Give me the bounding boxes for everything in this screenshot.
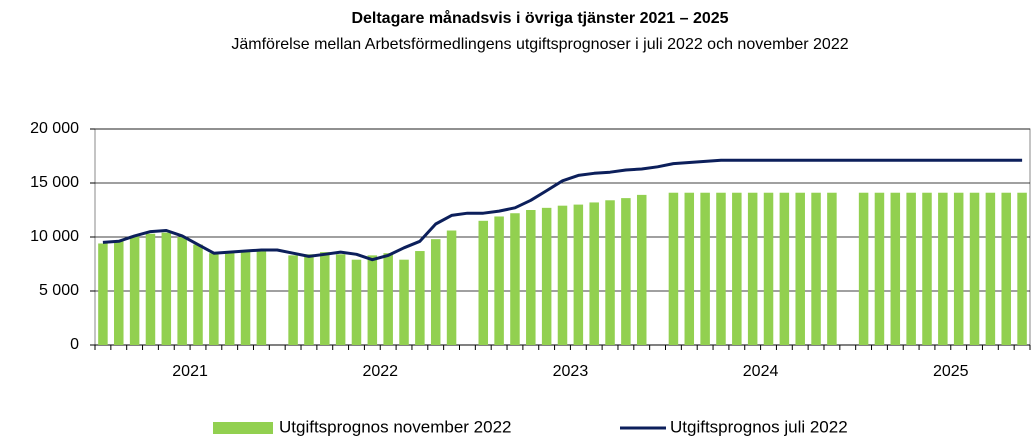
bar	[763, 192, 774, 345]
bar	[1001, 192, 1011, 345]
bar	[177, 237, 187, 345]
bar	[240, 251, 251, 345]
x-year-label: 2024	[743, 363, 779, 380]
bar	[621, 198, 631, 345]
bar	[383, 253, 393, 345]
bar	[985, 192, 996, 345]
bar	[304, 254, 314, 345]
bar	[827, 192, 837, 345]
bar	[541, 207, 552, 345]
bar	[193, 244, 203, 345]
bar	[335, 254, 346, 345]
y-tick-label: 20 000	[30, 120, 79, 137]
line	[102, 158, 1023, 262]
y-tick-label: 0	[70, 336, 79, 353]
bar	[605, 200, 615, 345]
bar	[256, 249, 267, 345]
bar	[129, 235, 140, 345]
x-year-label: 2021	[172, 363, 208, 380]
bar	[557, 205, 568, 345]
chart-subtitle: Jämförelse mellan Arbetsförmedlingens ut…	[231, 36, 848, 53]
bar	[224, 252, 235, 345]
bar	[684, 192, 695, 345]
bar	[716, 192, 726, 345]
bar	[969, 192, 980, 345]
bar	[320, 252, 330, 345]
y-tick-label: 10 000	[30, 228, 79, 245]
bar	[573, 204, 584, 345]
y-tick-label: 5 000	[39, 282, 79, 299]
bar	[811, 192, 821, 345]
bar	[874, 192, 885, 345]
bar	[589, 202, 599, 345]
bar	[399, 259, 409, 345]
bar	[98, 243, 108, 345]
legend-label: Utgiftsprognos november 2022	[279, 417, 511, 436]
bar	[526, 210, 536, 345]
bar	[415, 251, 425, 345]
bar	[938, 192, 948, 345]
bar	[161, 232, 172, 345]
x-year-label: 2023	[553, 363, 589, 380]
chart-title: Deltagare månadsvis i övriga tjänster 20…	[351, 9, 728, 27]
bar	[494, 216, 504, 345]
bar	[795, 192, 805, 345]
bar	[367, 255, 378, 345]
bar	[209, 253, 219, 345]
legend-label: Utgiftsprognos juli 2022	[670, 417, 848, 436]
y-tick-label: 15 000	[30, 174, 79, 191]
bar	[779, 192, 790, 345]
bar	[668, 192, 679, 345]
bar	[953, 192, 964, 345]
bar	[145, 233, 156, 345]
bar	[922, 192, 932, 345]
bar	[510, 213, 520, 345]
bar	[858, 192, 869, 345]
bar	[1017, 192, 1027, 345]
bar	[906, 192, 916, 345]
bar	[732, 192, 742, 345]
bar	[351, 259, 362, 345]
x-year-label: 2025	[933, 363, 969, 380]
bar	[288, 255, 298, 345]
bar	[430, 239, 441, 345]
bar	[890, 192, 901, 345]
bar	[114, 241, 124, 345]
bar	[636, 194, 647, 345]
bar	[700, 192, 710, 345]
bar	[446, 230, 457, 345]
x-year-label: 2022	[362, 363, 398, 380]
legend-swatch	[213, 422, 273, 434]
bar	[747, 192, 758, 345]
bar	[478, 220, 489, 345]
